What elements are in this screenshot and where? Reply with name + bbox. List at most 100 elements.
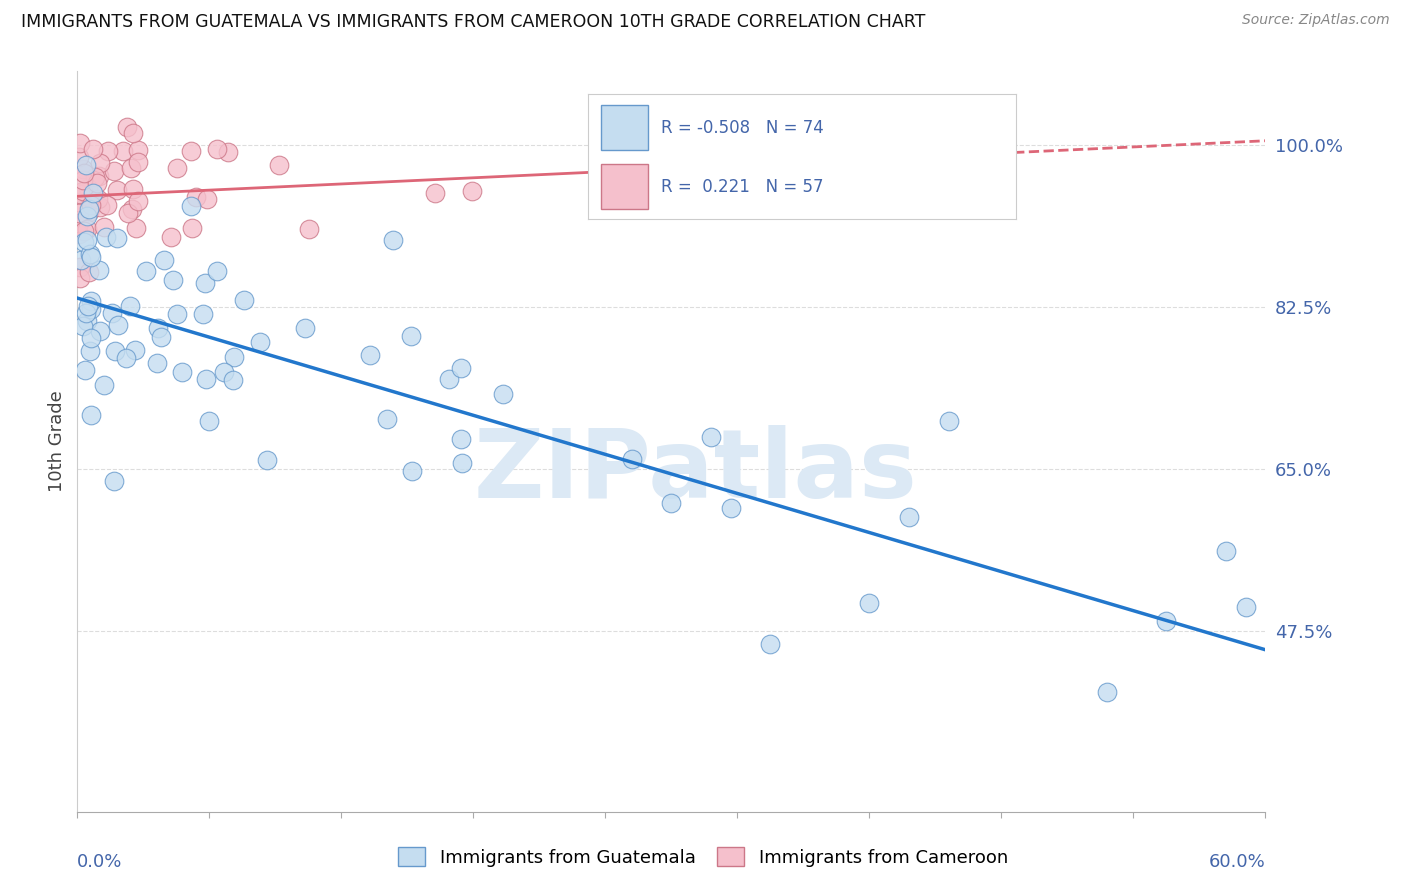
Point [87,263,110,277]
Point [294,320,316,334]
Point [76,314,98,328]
Point [146,356,169,370]
Point [217,145,239,159]
Point [135,264,157,278]
Point [105,183,128,197]
Point [87,169,110,183]
Point [103,474,125,488]
Point [93,220,115,235]
Point [1234,600,1257,615]
Point [172,365,194,379]
Point [249,334,271,349]
Point [720,501,742,516]
Point [359,348,381,362]
Point [120,161,142,175]
Point [112,145,135,159]
Point [79,344,101,359]
Point [162,273,184,287]
Point [86,177,108,191]
Point [148,321,170,335]
Point [67,216,90,230]
Point [198,414,221,428]
Point [152,252,174,267]
Text: IMMIGRANTS FROM GUATEMALA VS IMMIGRANTS FROM CAMEROON 10TH GRADE CORRELATION CHA: IMMIGRANTS FROM GUATEMALA VS IMMIGRANTS … [21,13,925,31]
Point [72,172,94,186]
Point [399,328,422,343]
Point [1095,685,1118,699]
Point [298,221,321,235]
Point [180,144,202,158]
Point [127,194,149,209]
Point [93,377,115,392]
Point [205,142,228,156]
Point [858,596,880,610]
Point [69,271,91,285]
Text: ZIPatlas: ZIPatlas [474,425,917,517]
Point [195,372,218,386]
Point [194,277,217,291]
Point [80,294,103,309]
Legend: Immigrants from Guatemala, Immigrants from Cameroon: Immigrants from Guatemala, Immigrants fr… [391,840,1015,874]
Point [117,205,139,219]
Point [938,414,960,428]
Text: Source: ZipAtlas.com: Source: ZipAtlas.com [1241,13,1389,28]
Point [381,233,404,247]
Point [191,307,214,321]
Point [96,198,118,212]
Point [121,202,143,216]
Point [67,206,90,220]
Point [75,158,97,172]
Y-axis label: 10th Grade: 10th Grade [48,391,66,492]
Point [77,265,100,279]
Point [76,221,98,235]
Point [82,142,104,156]
Point [1215,543,1237,558]
Point [76,233,98,247]
Point [124,343,146,357]
Point [122,126,145,140]
Point [76,181,98,195]
Point [89,324,111,338]
Point [72,184,94,198]
Point [205,263,228,277]
Point [82,186,104,201]
Point [256,452,278,467]
Point [80,301,103,316]
Point [181,221,204,235]
Text: 60.0%: 60.0% [1209,854,1265,871]
Point [127,143,149,157]
Point [79,408,101,422]
Point [89,200,111,214]
Point [620,452,643,467]
Point [1156,615,1178,629]
Point [661,496,683,510]
Point [180,199,202,213]
Point [269,158,291,172]
Point [107,318,129,332]
Point [105,231,128,245]
Point [127,155,149,169]
Point [214,365,236,379]
Point [222,373,245,387]
Point [73,224,96,238]
Point [222,351,245,365]
Point [439,371,461,385]
Point [166,161,188,175]
Point [67,227,90,241]
Point [401,464,423,478]
Point [898,509,921,524]
Point [451,456,474,470]
Point [166,307,188,321]
Point [96,230,118,244]
Point [700,429,723,443]
Point [114,351,136,366]
Point [73,363,96,377]
Text: 0.0%: 0.0% [77,854,122,871]
Point [103,163,125,178]
Point [115,120,138,134]
Point [70,186,93,201]
Point [69,136,91,150]
Point [450,360,472,375]
Point [80,198,103,212]
Point [72,166,94,180]
